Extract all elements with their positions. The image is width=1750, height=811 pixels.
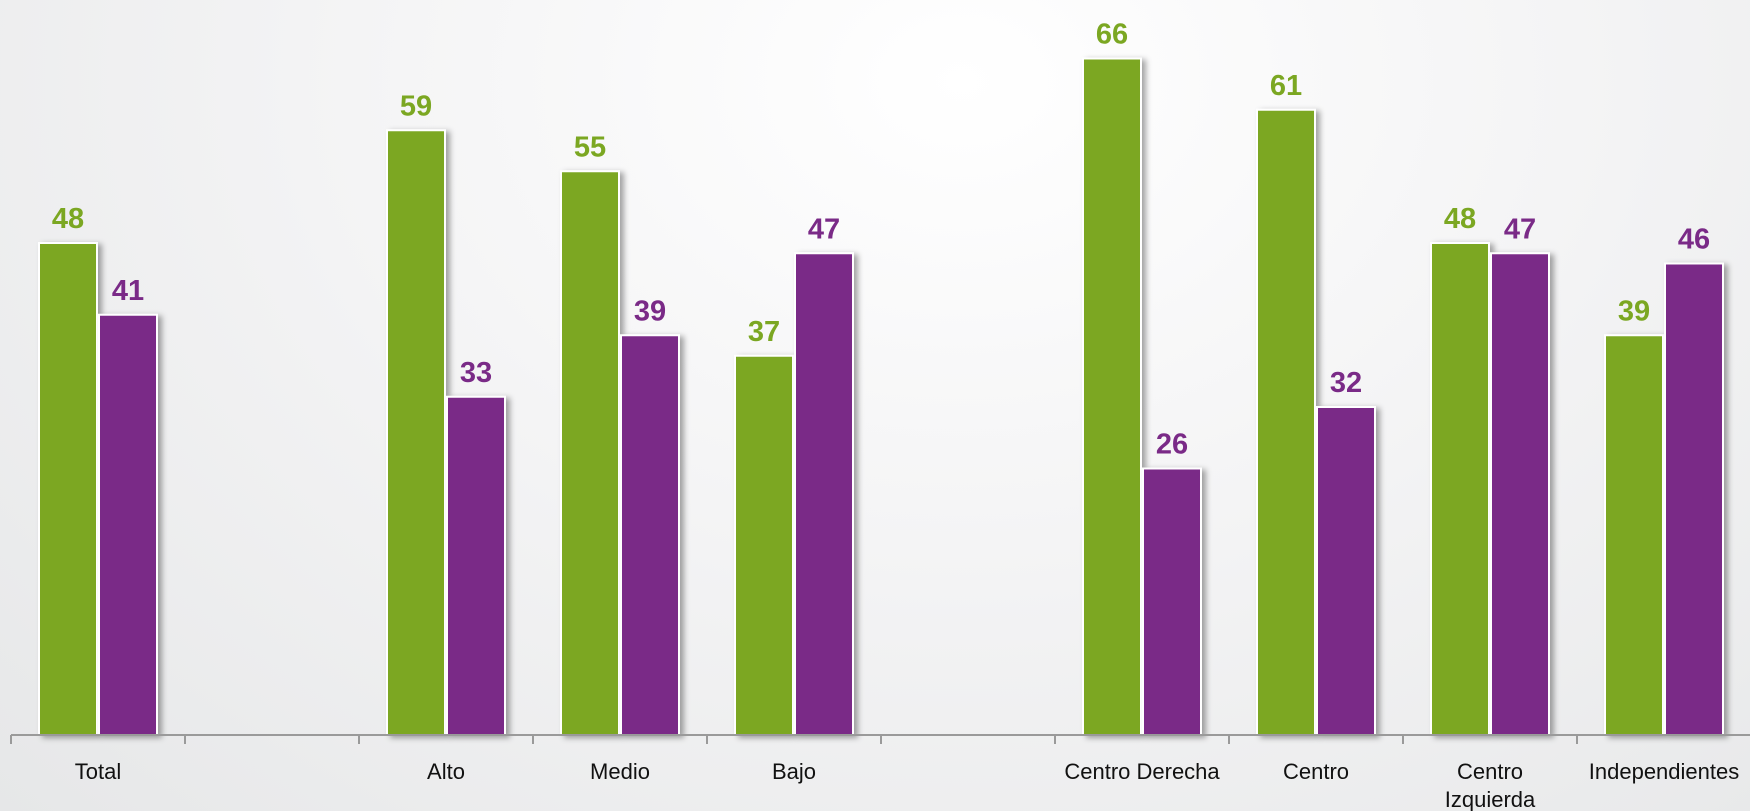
data-label: 39: [1618, 295, 1650, 327]
category-label: Centro: [1283, 759, 1349, 784]
category-label: Bajo: [772, 759, 816, 784]
labels-layer: 48 41 Total 59 33 Alto 55 39 Medio 37 47 Bajo 66 26 Ce…: [52, 19, 1739, 811]
data-label: 39: [634, 295, 666, 327]
data-label: 47: [808, 213, 840, 245]
data-label: 66: [1096, 19, 1128, 51]
bar-series-1: [734, 354, 794, 736]
data-label: 37: [748, 316, 780, 348]
x-axis: [10, 734, 1750, 744]
bar-series-1: [1082, 57, 1142, 736]
bar-series-2: [98, 313, 158, 736]
bar-series-2: [620, 334, 680, 736]
data-label: 33: [460, 357, 492, 389]
bar-series-1: [1256, 108, 1316, 736]
category-label: Alto: [427, 759, 465, 784]
data-label: 61: [1270, 70, 1302, 102]
category-label: Centro Derecha: [1064, 759, 1220, 784]
category-label: Centro Izquierda: [1445, 759, 1536, 811]
bar-series-1: [386, 129, 446, 736]
category-label: Total: [75, 759, 121, 784]
bar-series-2: [794, 252, 854, 736]
data-label: 47: [1504, 213, 1536, 245]
bar-series-2: [1664, 262, 1724, 736]
bar-series-2: [1490, 252, 1550, 736]
bar-series-1: [38, 242, 98, 736]
data-label: 26: [1156, 429, 1188, 461]
data-label: 32: [1330, 367, 1362, 399]
data-label: 48: [1444, 203, 1476, 235]
data-label: 48: [52, 203, 84, 235]
bar-series-1: [1604, 334, 1664, 736]
bar-series-1: [1430, 242, 1490, 736]
bars-layer: [38, 57, 1724, 736]
data-label: 55: [574, 131, 606, 163]
category-label: Independientes: [1589, 759, 1739, 784]
bar-series-2: [1316, 406, 1376, 736]
data-label: 59: [400, 90, 432, 122]
bar-series-1: [560, 170, 620, 736]
category-label: Medio: [590, 759, 650, 784]
data-label: 46: [1678, 224, 1710, 256]
bar-series-2: [446, 395, 506, 736]
bar-series-2: [1142, 467, 1202, 736]
data-label: 41: [112, 275, 144, 307]
